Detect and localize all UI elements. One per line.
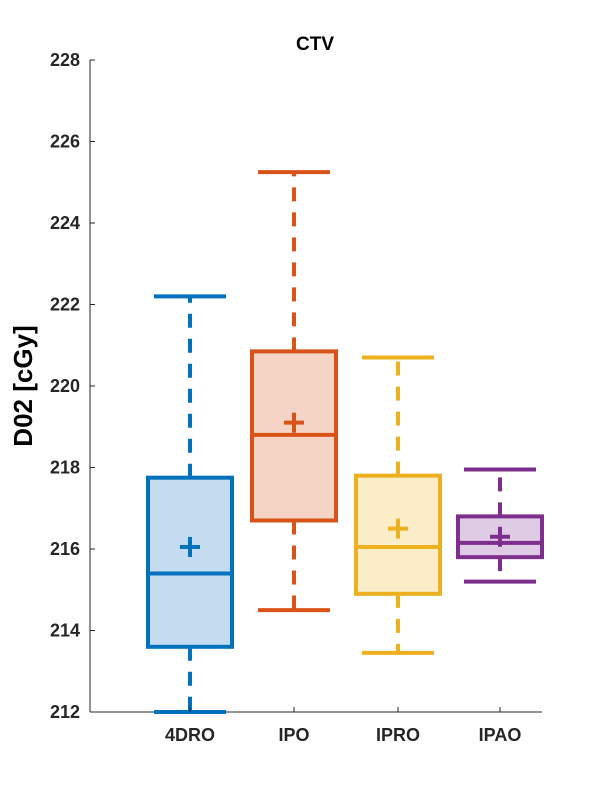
x-tick-label: IPAO (479, 725, 522, 745)
box-ipao (456, 467, 544, 584)
y-tick-label: 226 (50, 132, 80, 152)
y-tick-label: 212 (50, 702, 80, 722)
boxes-group (146, 170, 544, 714)
box-ipo (250, 170, 338, 613)
x-tick-label: IPRO (376, 725, 420, 745)
box-4dro (146, 294, 234, 714)
y-tick-label: 224 (50, 213, 80, 233)
iqr-box (146, 475, 234, 649)
chart-title: CTV (296, 34, 334, 55)
box-ipro (354, 355, 442, 655)
axes: 212 214 216 218 220 222 224 226 228 (50, 50, 542, 722)
x-tick-label: IPO (278, 725, 309, 745)
y-tick-label: 214 (50, 621, 80, 641)
y-tick-label: 216 (50, 539, 80, 559)
y-tick-label: 222 (50, 295, 80, 315)
y-tick-label: 220 (50, 376, 80, 396)
y-axis-label: D02 [cGy] (8, 325, 38, 446)
y-tick-label: 218 (50, 458, 80, 478)
x-tick-labels: 4DRO IPO IPRO IPAO (165, 707, 521, 745)
y-tick-label: 228 (50, 50, 80, 70)
x-tick-label: 4DRO (165, 725, 215, 745)
